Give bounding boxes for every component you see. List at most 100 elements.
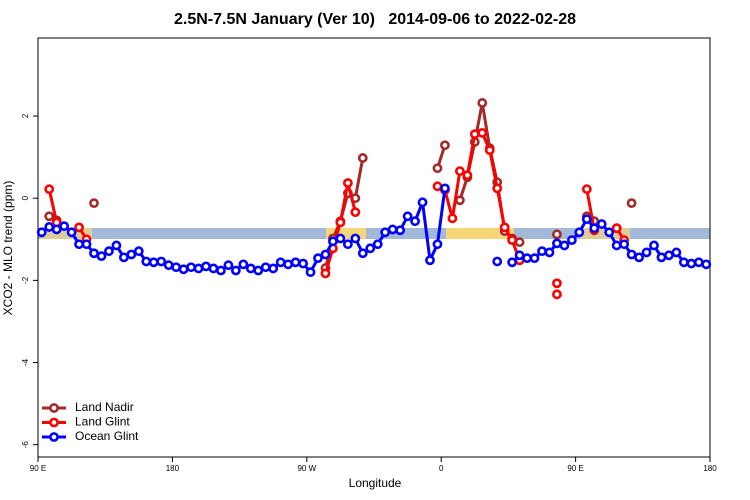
- data-point: [440, 140, 450, 151]
- data-point: [552, 278, 562, 289]
- data-point: [484, 145, 495, 156]
- data-point: [477, 127, 488, 138]
- data-point: [454, 166, 465, 176]
- data-point: [507, 257, 518, 268]
- data-point: [141, 256, 152, 267]
- data-point: [201, 261, 211, 272]
- data-point: [171, 262, 182, 273]
- data-point: [36, 227, 47, 238]
- data-point: [574, 227, 585, 238]
- data-point: [604, 227, 615, 238]
- data-point: [454, 195, 465, 206]
- data-point: [626, 249, 637, 260]
- data-point: [641, 247, 652, 258]
- data-point: [552, 229, 562, 240]
- data-point: [350, 233, 361, 244]
- data-point: [238, 259, 249, 270]
- legend-label: Ocean Glint: [75, 429, 139, 443]
- x-tick-label: 90 E: [30, 464, 46, 473]
- data-point: [74, 239, 84, 250]
- data-point: [678, 257, 689, 268]
- land-band: [40, 228, 92, 239]
- data-point: [66, 227, 77, 238]
- data-point: [387, 224, 398, 235]
- data-point: [156, 256, 167, 267]
- data-point: [410, 216, 420, 227]
- data-point: [357, 153, 368, 163]
- data-point: [320, 268, 331, 279]
- data-point: [230, 265, 241, 276]
- data-point: [537, 246, 547, 257]
- data-point: [44, 211, 55, 222]
- data-point: [462, 170, 473, 181]
- y-tick-label: -6: [21, 441, 30, 449]
- data-point: [492, 183, 503, 194]
- data-point: [357, 248, 368, 259]
- data-point: [544, 247, 555, 258]
- data-point: [111, 240, 122, 251]
- data-point: [44, 222, 55, 232]
- data-point: [492, 256, 503, 267]
- data-point: [447, 213, 458, 224]
- data-point: [514, 250, 525, 261]
- data-point: [365, 243, 376, 254]
- x-tick-label: 180: [166, 464, 180, 473]
- data-point: [611, 240, 622, 251]
- data-point: [74, 222, 84, 233]
- data-point: [290, 257, 301, 268]
- data-point: [440, 183, 450, 194]
- data-point: [186, 262, 196, 273]
- legend-marker: [49, 432, 59, 442]
- data-point: [305, 267, 316, 278]
- data-point: [216, 265, 226, 276]
- data-point: [522, 253, 532, 264]
- data-point: [701, 259, 712, 270]
- data-point: [89, 198, 99, 209]
- y-tick-label: -2: [21, 276, 30, 284]
- data-point: [693, 257, 704, 268]
- y-tick-label: 0: [21, 195, 30, 200]
- data-point: [469, 129, 480, 140]
- data-point: [253, 265, 264, 276]
- data-point: [260, 262, 271, 273]
- data-point: [634, 252, 644, 263]
- data-point: [507, 235, 518, 246]
- y-tick-label: -4: [21, 358, 30, 366]
- plot-frame: [37, 37, 711, 458]
- data-point: [342, 239, 353, 250]
- data-point: [529, 253, 540, 264]
- data-point: [425, 255, 435, 266]
- data-point: [320, 249, 331, 260]
- data-point: [104, 246, 114, 257]
- x-axis-label: Longitude: [349, 476, 402, 490]
- data-point: [283, 259, 294, 270]
- data-point: [417, 197, 428, 208]
- legend-label: Land Nadir: [75, 400, 134, 414]
- data-point: [664, 250, 674, 261]
- data-point: [559, 240, 570, 251]
- y-axis-label: XCO2 - MLO trend (ppm): [1, 181, 15, 316]
- data-point: [245, 263, 256, 274]
- data-point: [335, 217, 346, 228]
- data-point: [328, 236, 338, 247]
- data-point: [566, 235, 577, 246]
- land-band: [446, 228, 514, 239]
- data-point: [649, 240, 659, 251]
- data-point: [298, 258, 308, 269]
- land-band: [326, 228, 366, 239]
- data-point: [350, 207, 361, 218]
- data-point: [51, 224, 62, 235]
- data-point: [619, 239, 630, 250]
- data-point: [686, 258, 697, 269]
- y-tick-label: 2: [21, 113, 30, 118]
- data-point: [59, 221, 70, 232]
- x-tick-label: 90 E: [567, 464, 583, 473]
- data-point: [671, 247, 682, 258]
- data-point: [552, 289, 562, 300]
- data-point: [118, 252, 129, 263]
- data-point: [596, 219, 607, 229]
- data-point: [395, 225, 406, 236]
- data-point: [178, 264, 189, 275]
- data-point: [499, 222, 510, 233]
